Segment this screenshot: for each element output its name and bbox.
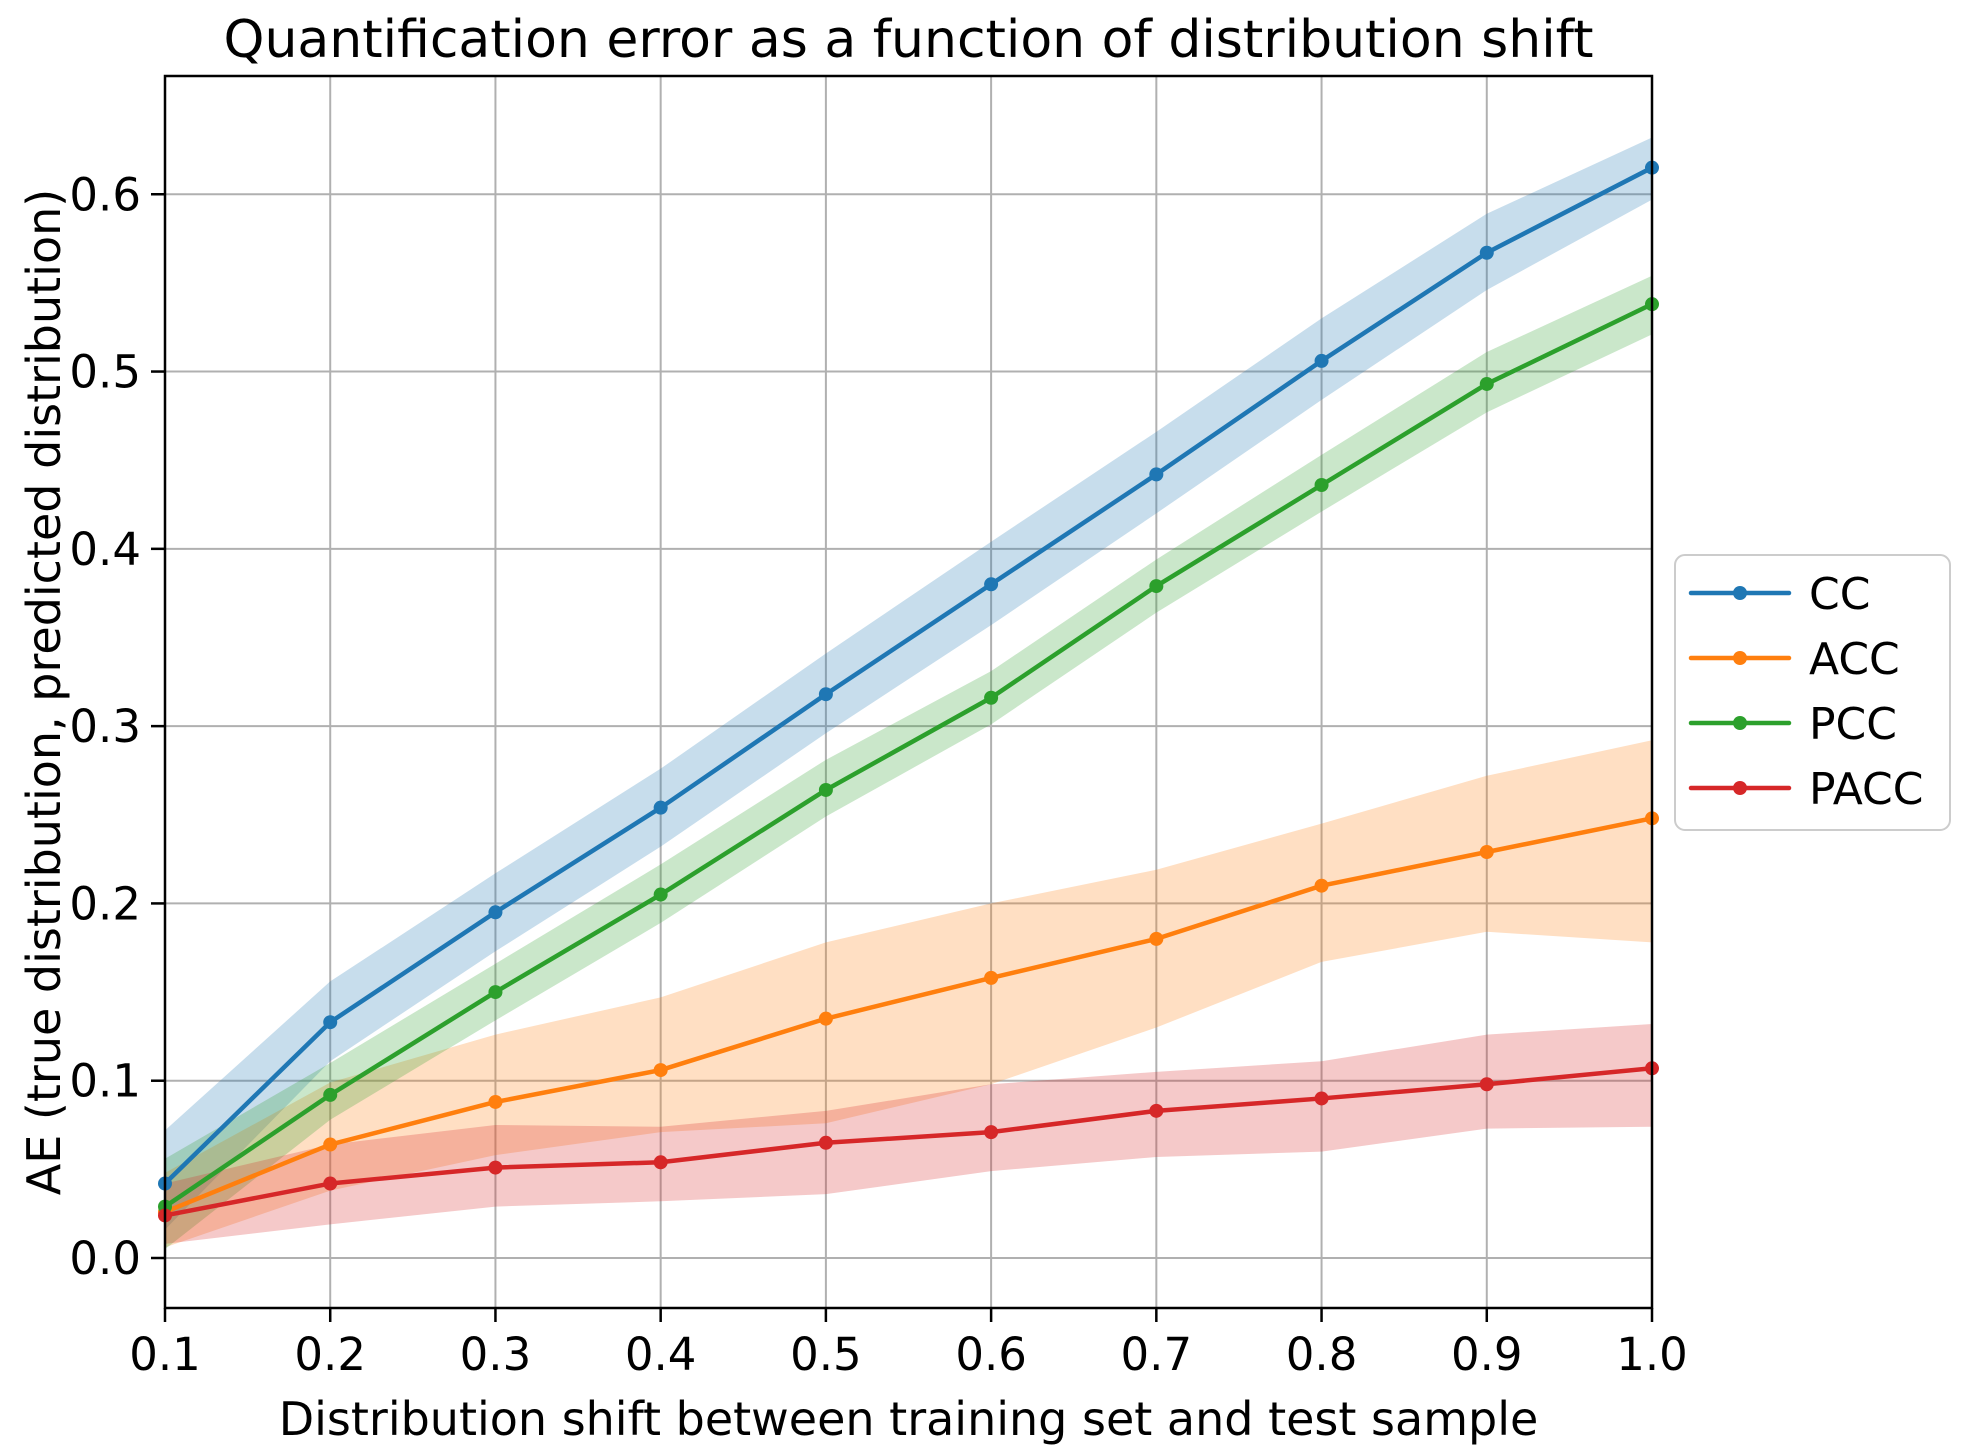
y-axis-label: AE (true distribution, predicted distrib… — [17, 188, 71, 1196]
svg-text:0.6: 0.6 — [955, 1328, 1027, 1381]
svg-text:0.2: 0.2 — [294, 1328, 366, 1381]
svg-text:0.0: 0.0 — [69, 1232, 141, 1285]
legend: CC ACC PCC PACC — [1674, 554, 1951, 831]
svg-text:0.4: 0.4 — [69, 523, 141, 576]
series-line-pcc — [158, 297, 1659, 1214]
legend-marker — [1733, 716, 1747, 730]
svg-text:0.1: 0.1 — [69, 1055, 141, 1108]
legend-item-pacc: PACC — [1688, 764, 1924, 815]
legend-label: PACC — [1809, 764, 1924, 815]
legend-item-acc: ACC — [1688, 634, 1900, 685]
y-tick-labels: 0.0 0.1 0.2 0.3 0.4 0.5 0.6 — [69, 168, 141, 1285]
chart-title: Quantification error as a function of di… — [223, 10, 1594, 70]
svg-text:0.2: 0.2 — [69, 877, 141, 930]
svg-text:0.8: 0.8 — [1286, 1328, 1358, 1381]
series-band-pacc — [165, 1023, 1652, 1244]
svg-text:0.4: 0.4 — [625, 1328, 697, 1381]
legend-marker — [1733, 586, 1747, 600]
legend-item-cc: CC — [1688, 569, 1870, 620]
svg-text:0.9: 0.9 — [1451, 1328, 1523, 1381]
legend-item-pcc: PCC — [1688, 699, 1897, 750]
legend-marker — [1733, 781, 1747, 795]
series-band-cc — [165, 137, 1652, 1230]
tick-marks — [151, 193, 1654, 1322]
legend-label: CC — [1809, 569, 1870, 620]
series-line-cc — [158, 160, 1659, 1191]
x-tick-labels: 0.1 0.2 0.3 0.4 0.5 0.6 0.7 0.8 0.9 1.0 — [129, 1328, 1688, 1381]
legend-label: PCC — [1809, 699, 1897, 750]
series-line-pacc — [158, 1061, 1659, 1223]
legend-label: ACC — [1809, 634, 1900, 685]
svg-text:0.5: 0.5 — [69, 346, 141, 399]
svg-text:0.1: 0.1 — [129, 1328, 201, 1381]
series-band-acc — [165, 740, 1652, 1248]
legend-box — [1674, 554, 1951, 831]
svg-text:0.7: 0.7 — [1121, 1328, 1193, 1381]
svg-text:0.5: 0.5 — [790, 1328, 862, 1381]
series-band-pcc — [165, 275, 1652, 1250]
svg-text:0.3: 0.3 — [460, 1328, 532, 1381]
svg-text:0.6: 0.6 — [69, 168, 141, 221]
svg-text:1.0: 1.0 — [1616, 1328, 1688, 1381]
plot-border — [163, 74, 1654, 1310]
legend-marker — [1733, 651, 1747, 665]
x-axis-label: Distribution shift between training set … — [278, 1392, 1539, 1446]
svg-text:0.3: 0.3 — [69, 700, 141, 753]
